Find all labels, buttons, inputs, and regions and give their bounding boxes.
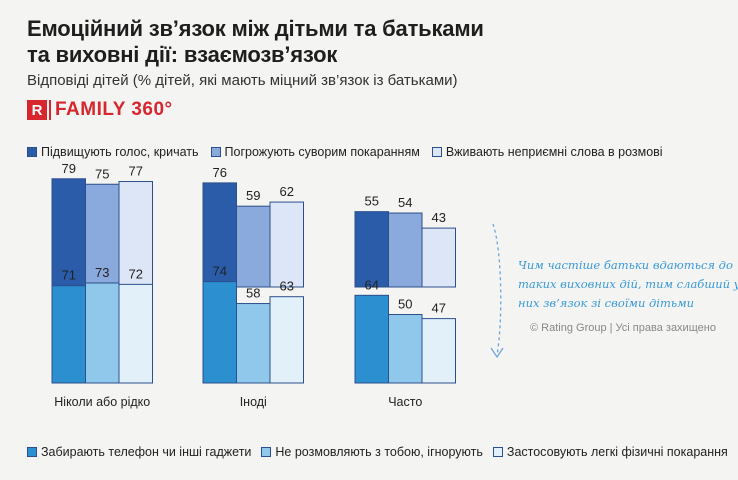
annotation-line-1: Чим частіше батьки вдаються до <box>518 258 733 272</box>
bottom-value-label: 58 <box>246 286 260 301</box>
legend-swatch <box>27 147 37 157</box>
bottom-value-label: 71 <box>62 268 76 283</box>
title-line-1: Емоційний зв’язок між дітьми та батьками <box>27 16 484 41</box>
bottom-value-label: 47 <box>432 301 446 316</box>
legend-item: Застосовують легкі фізичні покарання <box>492 445 728 459</box>
bottom-bar <box>269 296 304 384</box>
legend-label: Вживають неприємні слова в розмові <box>445 145 663 159</box>
legend-label: Не розмовляють з тобою, ігнорують <box>275 445 483 459</box>
bottom-bar <box>354 294 389 384</box>
legend-top: Підвищують голос, кричать Погрожують суво… <box>27 145 663 159</box>
annotation-note: Чим частіше батьки вдаються до таких вих… <box>518 256 738 313</box>
bottom-value-label: 74 <box>213 264 227 279</box>
legend-item: Підвищують голос, кричать <box>27 145 199 159</box>
category-label: Ніколи або рідко <box>54 395 150 409</box>
title-line-2: та виховні дії: взаємозв’язок <box>27 42 338 67</box>
trend-arrow-line <box>492 223 502 356</box>
top-value-label: 55 <box>365 194 379 209</box>
bottom-value-label: 64 <box>365 277 379 292</box>
logo-text: FAMILY 360° <box>55 99 173 120</box>
top-value-label: 77 <box>129 164 143 179</box>
top-value-label: 54 <box>398 195 412 210</box>
top-value-label: 75 <box>95 166 109 181</box>
annotation-line-2: таких виховних дій, тим слабший у <box>518 277 738 291</box>
chart-subtitle: Відповіді дітей (% дітей, які мають міцн… <box>27 72 458 89</box>
bottom-bar <box>85 282 120 384</box>
category-label: Часто <box>388 395 422 409</box>
legend-item: Вживають неприємні слова в розмові <box>431 145 663 159</box>
legend-swatch <box>210 147 221 157</box>
legend-label: Погрожують суворим покаранням <box>224 145 420 159</box>
bottom-bar <box>388 314 423 384</box>
legend-label: Застосовують легкі фізичні покарання <box>506 445 728 459</box>
annotation-line-3: них зв’язок зі своїми дітьми <box>518 296 695 310</box>
top-bar <box>118 181 153 288</box>
bottom-bar <box>118 283 153 384</box>
top-bar <box>236 205 271 288</box>
legend-item: Не розмовляють з тобою, ігнорують <box>261 445 483 459</box>
top-value-label: 59 <box>246 188 260 203</box>
trend-arrow-head-icon <box>490 347 504 359</box>
family360-logo: R FAMILY 360° <box>27 99 173 120</box>
legend-item: Погрожують суворим покаранням <box>210 145 420 159</box>
bottom-value-label: 73 <box>95 265 109 280</box>
legend-item: Забирають телефон чи інші гаджети <box>27 445 251 459</box>
bottom-bar <box>236 303 271 384</box>
top-value-label: 43 <box>432 210 446 225</box>
top-value-label: 62 <box>280 184 294 199</box>
bottom-bar <box>421 318 456 384</box>
legend-label: Забирають телефон чи інші гаджети <box>41 445 252 459</box>
bottom-value-label: 50 <box>398 297 412 312</box>
category-label: Іноді <box>240 395 267 409</box>
top-value-label: 79 <box>62 161 76 176</box>
legend-label: Підвищують голос, кричать <box>41 145 199 159</box>
bottom-value-label: 72 <box>129 266 143 281</box>
top-bar <box>354 211 389 288</box>
top-bar <box>421 227 456 288</box>
legend-swatch <box>431 147 442 157</box>
legend-swatch <box>261 447 272 457</box>
top-bar <box>269 201 304 288</box>
copyright-text: © Rating Group | Усі права захищено <box>530 322 716 334</box>
legend-swatch <box>27 447 37 457</box>
legend-swatch <box>492 447 503 457</box>
legend-bottom: Забирають телефон чи інші гаджети Не розм… <box>27 445 728 459</box>
bottom-value-label: 63 <box>280 279 294 294</box>
top-bar <box>388 212 423 288</box>
logo-separator <box>49 100 51 120</box>
bottom-bar <box>51 285 86 384</box>
chart-title: Емоційний зв’язок між дітьми та батьками… <box>27 16 587 68</box>
bottom-bar <box>202 281 237 384</box>
top-value-label: 76 <box>213 165 227 180</box>
rating-logo-icon: R <box>27 100 47 120</box>
